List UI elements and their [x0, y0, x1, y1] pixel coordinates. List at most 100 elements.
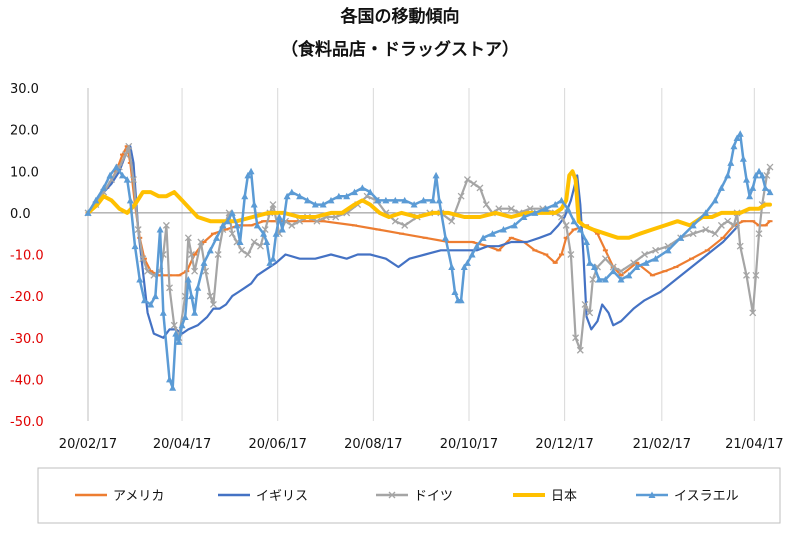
data-point: [260, 230, 268, 237]
data-point: [147, 300, 155, 308]
data-point: [275, 213, 283, 221]
data-point: [711, 196, 719, 204]
data-point: [178, 321, 186, 329]
data-point: [609, 263, 617, 271]
data-point: [233, 221, 241, 229]
series-1: [85, 145, 773, 277]
data-point: [589, 276, 597, 283]
data-point: [736, 130, 744, 137]
data-point: [343, 192, 351, 200]
data-point: [717, 184, 725, 191]
data-point: [253, 221, 261, 229]
data-point: [432, 171, 440, 179]
data-point: [652, 246, 660, 254]
data-point: [269, 255, 277, 262]
data-point: [586, 259, 594, 266]
data-point: [468, 251, 476, 258]
data-point: [332, 213, 340, 221]
data-point: [134, 226, 142, 233]
data-point: [601, 255, 609, 263]
data-point: [175, 338, 183, 345]
data-point: [609, 267, 617, 275]
data-point: [170, 321, 178, 329]
series-2: [86, 145, 740, 339]
data-point: [184, 234, 192, 242]
data-point: [702, 209, 710, 216]
data-point: [191, 309, 199, 316]
data-point: [531, 209, 539, 216]
data-point: [749, 184, 757, 191]
data-point: [689, 221, 697, 229]
data-point: [278, 226, 286, 233]
chart-subtitle: （食料品店・ドラッグストア）: [281, 39, 519, 60]
data-point: [479, 234, 487, 241]
x-axis-ticks: 20/02/17 20/04/17 20/06/17 20/08/17 20/10/17…: [59, 437, 784, 452]
x-tick-label: 20/02/17: [59, 437, 117, 452]
data-point: [410, 201, 418, 208]
data-point: [429, 196, 437, 204]
data-point: [122, 151, 130, 159]
data-point: [144, 267, 152, 275]
x-tick-label: 21/02/17: [633, 437, 691, 452]
data-point: [581, 300, 589, 308]
data-point: [677, 234, 685, 241]
data-point: [463, 176, 471, 184]
data-point: [272, 230, 280, 237]
data-point: [520, 213, 528, 221]
data-point: [724, 171, 732, 179]
legend-label: ドイツ: [414, 489, 453, 504]
data-point: [162, 221, 170, 229]
chart-title: 各国の移動傾向: [340, 6, 460, 27]
data-point: [460, 263, 468, 270]
data-point: [139, 255, 147, 263]
data-point: [213, 234, 221, 241]
data-point: [136, 275, 144, 283]
data-point: [586, 309, 594, 317]
data-point: [570, 217, 578, 225]
data-point: [366, 188, 374, 196]
data-point: [159, 309, 167, 316]
x-tick-label: 20/04/17: [153, 437, 211, 452]
data-point: [303, 196, 311, 204]
y-tick-label: -10.0: [10, 249, 44, 264]
data-point: [266, 259, 274, 266]
data-point: [463, 259, 471, 266]
data-point: [652, 255, 660, 262]
data-point: [351, 188, 359, 196]
data-point: [601, 275, 609, 283]
data-point: [236, 238, 244, 246]
data-point: [172, 330, 180, 337]
x-tick-label: 20/12/17: [535, 437, 593, 452]
data-point: [482, 201, 490, 209]
data-point: [590, 263, 598, 270]
data-point: [473, 242, 481, 250]
data-point: [736, 242, 744, 250]
data-point: [558, 213, 565, 221]
x-tick-label: 20/10/17: [440, 437, 498, 452]
data-point: [313, 217, 321, 225]
data-point: [572, 334, 580, 342]
data-point: [595, 275, 603, 283]
data-point: [448, 217, 456, 225]
data-point: [733, 134, 741, 141]
data-point: [420, 196, 428, 204]
data-point: [401, 221, 409, 229]
x-tick-label: 20/06/17: [249, 437, 307, 452]
data-point: [551, 201, 559, 208]
data-point: [557, 196, 565, 204]
y-tick-label: 10.0: [10, 165, 39, 180]
data-point: [288, 188, 296, 196]
data-point: [630, 259, 638, 267]
data-point: [752, 171, 760, 179]
y-tick-label: -40.0: [10, 373, 44, 388]
y-tick-label: -30.0: [10, 332, 44, 347]
data-point: [181, 313, 189, 320]
data-point: [156, 226, 164, 233]
data-point: [169, 384, 177, 391]
data-point: [84, 209, 92, 216]
data-point: [542, 205, 550, 212]
data-point: [166, 284, 173, 292]
legend: アメリカ イギリス ドイツ 日本 イスラエル: [75, 489, 739, 504]
